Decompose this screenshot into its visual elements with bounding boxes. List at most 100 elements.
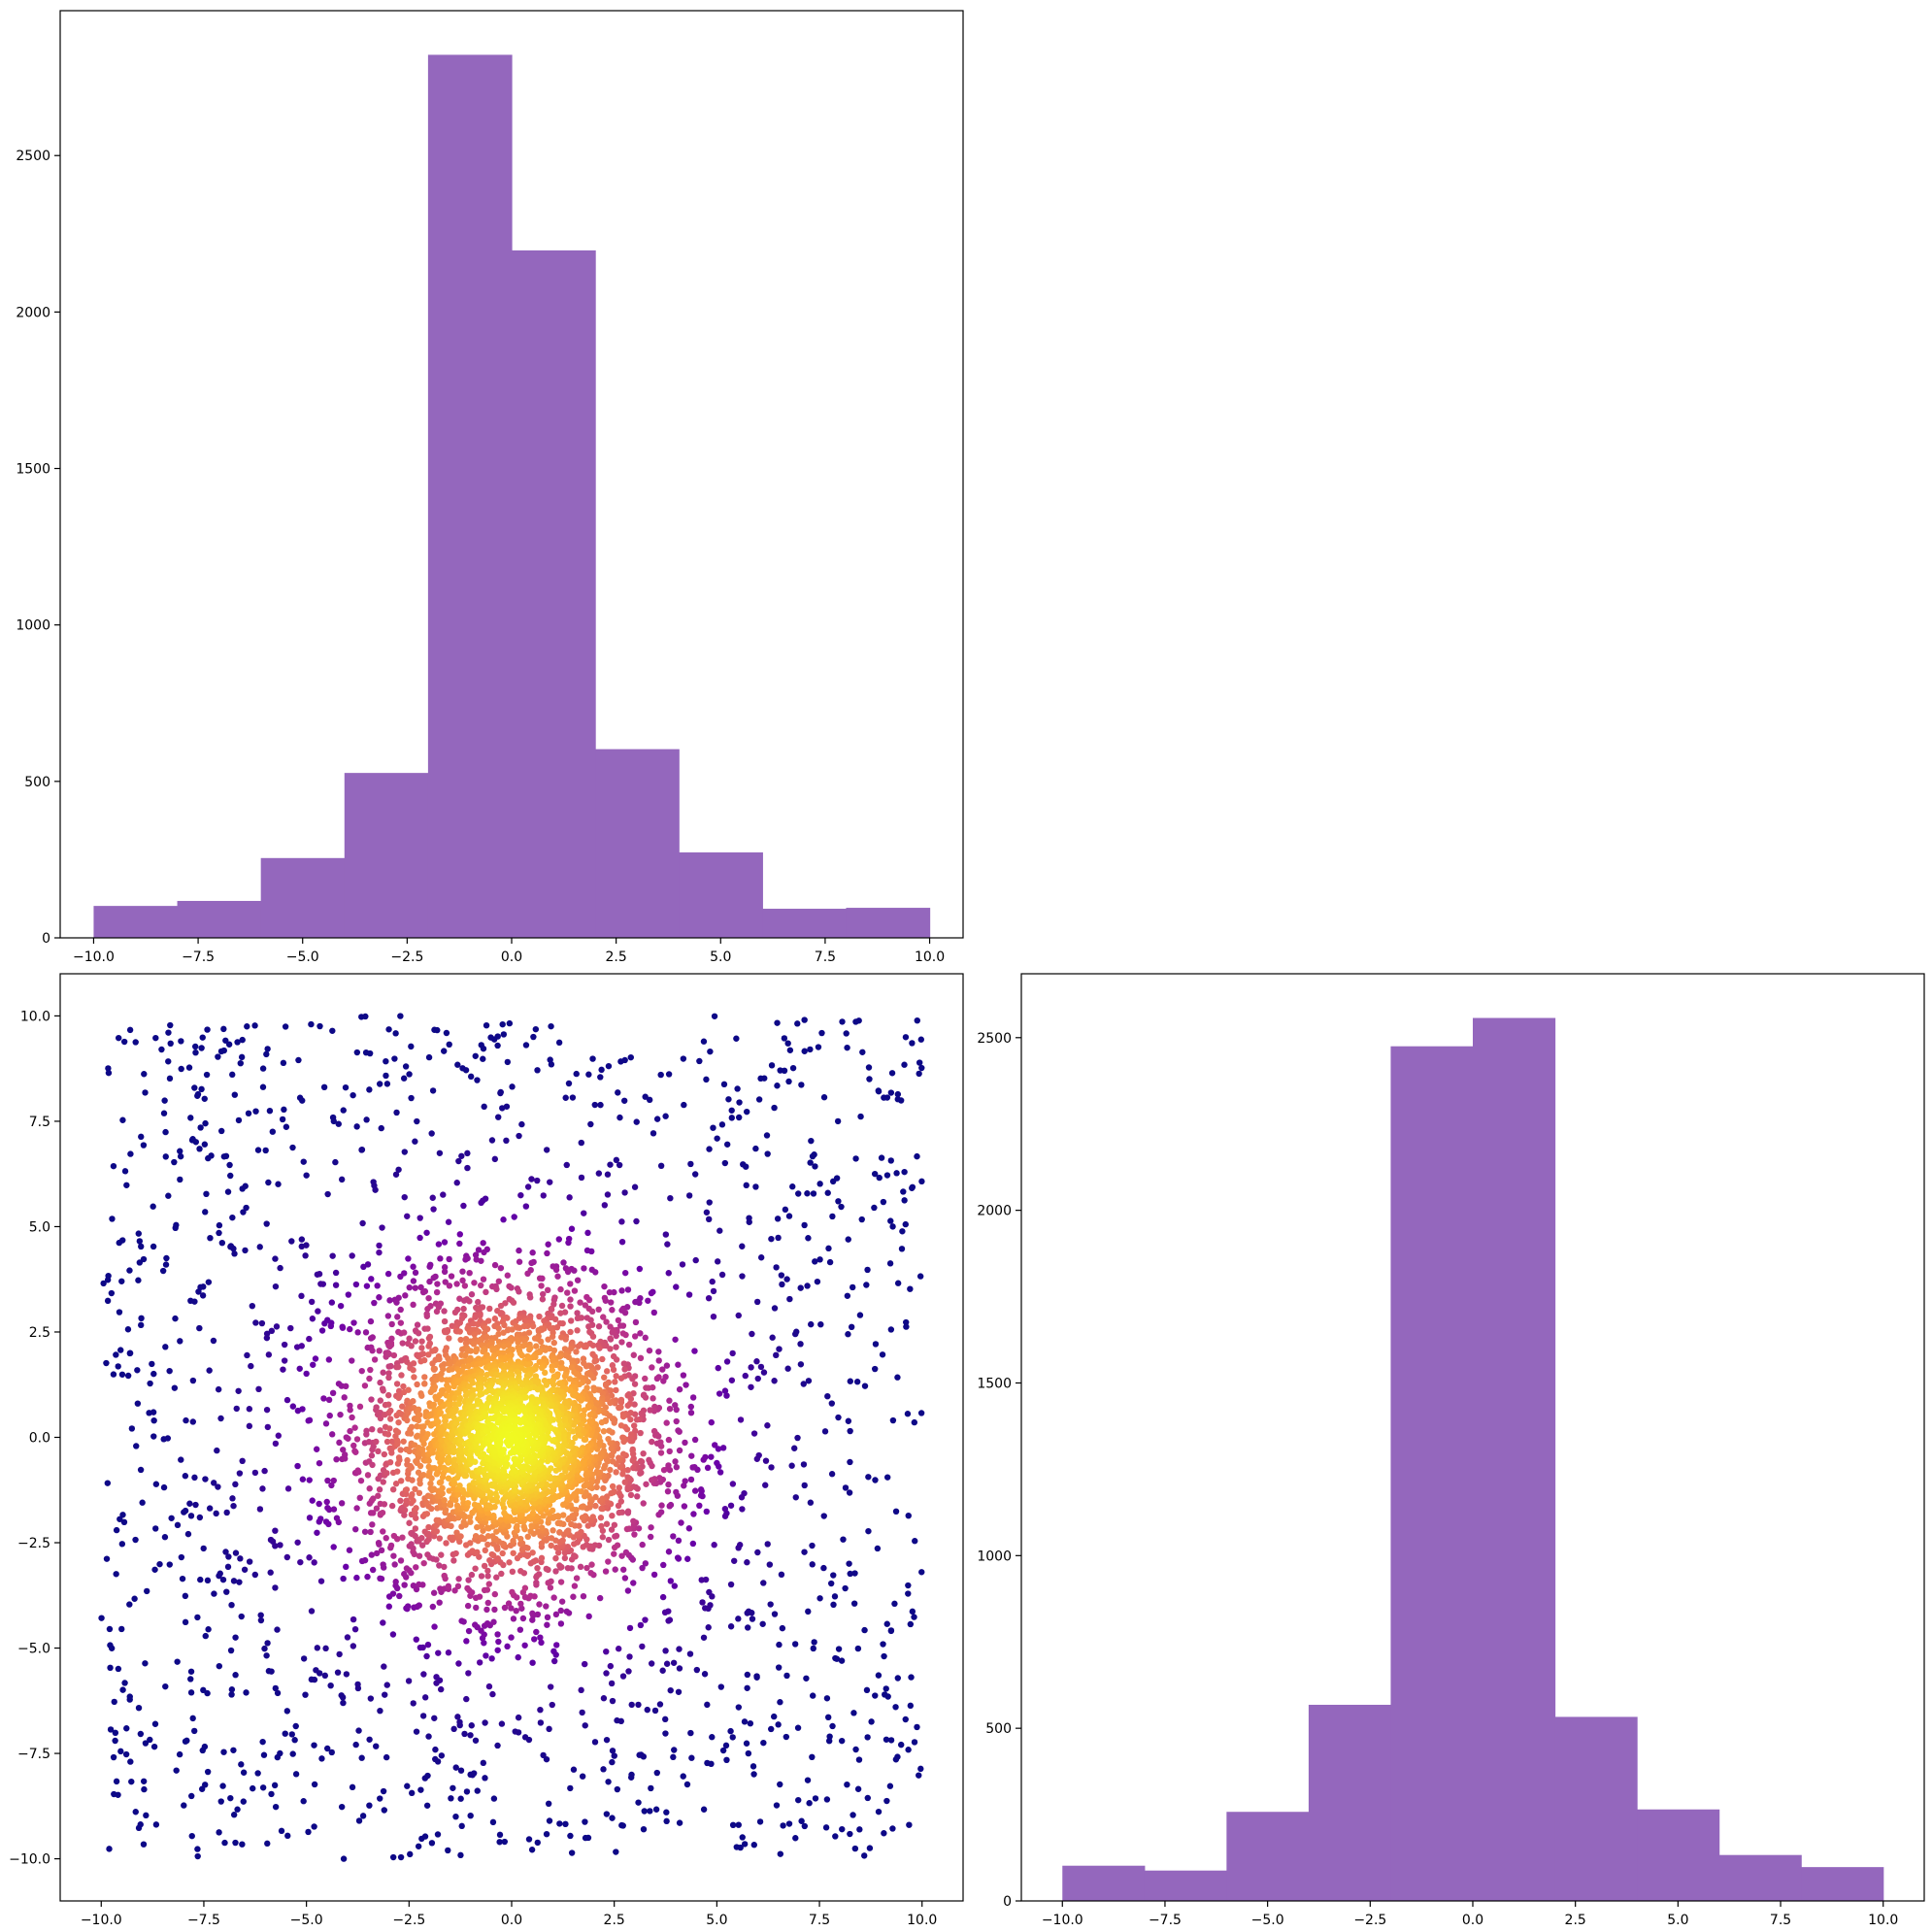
scatter-point (622, 1549, 630, 1556)
scatter-point (687, 1403, 695, 1411)
scatter-point (809, 1152, 816, 1160)
scatter-point (618, 1238, 626, 1246)
scatter-point (727, 1623, 735, 1630)
scatter-point (613, 1849, 619, 1855)
scatter-point (633, 1217, 640, 1225)
scatter-point (383, 1470, 390, 1477)
scatter-point (829, 1178, 837, 1185)
scatter-point (457, 1437, 465, 1445)
scatter-point (187, 1689, 195, 1696)
scatter-point (435, 1516, 443, 1524)
scatter-point (397, 1273, 404, 1281)
scatter-point (810, 1190, 817, 1197)
scatter-point (245, 1110, 252, 1117)
scatter-point (428, 1475, 435, 1482)
scatter-point (366, 1802, 373, 1809)
scatter-point (321, 1672, 329, 1680)
scatter-point (550, 1296, 558, 1304)
scatter-point (510, 1616, 517, 1622)
scatter-point (902, 1220, 909, 1228)
scatter-point (777, 1699, 783, 1706)
scatter-point (603, 1520, 611, 1527)
scatter-point (750, 1771, 757, 1778)
scatter-point (401, 1512, 408, 1518)
scatter-point (537, 1338, 545, 1346)
scatter-point (604, 1171, 612, 1178)
scatter-point (412, 1138, 418, 1145)
scatter-point (786, 1295, 793, 1303)
scatter-point (878, 1154, 885, 1161)
scatter-point (511, 1214, 517, 1220)
scatter-point (818, 1029, 825, 1037)
scatter-point (329, 1027, 336, 1034)
scatter-point (585, 1071, 592, 1078)
scatter-point (783, 1276, 790, 1282)
scatter-point (601, 1282, 608, 1290)
scatter-point (192, 1049, 199, 1056)
scatter-point (702, 1605, 709, 1612)
scatter-point (295, 1056, 302, 1064)
scatter-point (194, 1614, 201, 1621)
scatter-point (388, 1449, 395, 1456)
scatter-point (204, 1768, 212, 1776)
scatter-point (486, 1305, 493, 1313)
scatter-point (617, 1058, 624, 1065)
scatter-point (118, 1541, 126, 1548)
scatter-point (470, 1341, 478, 1348)
scatter-point (397, 1557, 405, 1564)
scatter-point (328, 1482, 335, 1489)
scatter-point (156, 1560, 163, 1568)
scatter-point (425, 1530, 432, 1538)
scatter-point (815, 1044, 822, 1050)
scatter-point (559, 1512, 567, 1518)
scatter-point (138, 1315, 145, 1322)
scatter-point (832, 1833, 839, 1840)
scatter-point (456, 1231, 464, 1238)
scatter-point (602, 1382, 610, 1389)
scatter-point (735, 1704, 743, 1711)
scatter-point (845, 1417, 852, 1424)
scatter-point (390, 1351, 398, 1359)
scatter-point (696, 1502, 703, 1510)
scatter-point (398, 1372, 405, 1379)
scatter-point (567, 1832, 574, 1840)
scatter-point (785, 1213, 793, 1219)
scatter-point (446, 1335, 452, 1342)
scatter-point (517, 1568, 524, 1575)
scatter-point (646, 1456, 652, 1464)
scatter-point (887, 1326, 895, 1333)
scatter-point (205, 1279, 213, 1285)
scatter-point (518, 1120, 525, 1128)
scatter-point (917, 1765, 924, 1773)
scatter-point (259, 1083, 267, 1090)
scatter-point (457, 1533, 464, 1540)
scatter-point (499, 1020, 506, 1028)
scatter-point (367, 1528, 374, 1536)
scatter-point (410, 1360, 417, 1367)
scatter-point (332, 1158, 339, 1166)
scatter-point (839, 1825, 846, 1833)
scatter-point (712, 1442, 718, 1449)
scatter-point (591, 1739, 599, 1746)
scatter-point (208, 1152, 215, 1159)
scatter-point (243, 1689, 250, 1696)
scatter-point (314, 1645, 321, 1651)
scatter-point (564, 1268, 572, 1276)
scatter-point (609, 1482, 616, 1490)
scatter-point (868, 1718, 875, 1725)
scatter-point (352, 1449, 359, 1455)
scatter-point (433, 1556, 440, 1563)
scatter-point (600, 1428, 608, 1435)
scatter-point (905, 1512, 912, 1519)
scatter-point (673, 1283, 680, 1290)
scatter-point (105, 1069, 113, 1077)
scatter-point (714, 1258, 721, 1265)
scatter-point (252, 1108, 259, 1115)
scatter-point (857, 1113, 864, 1120)
scatter-point (383, 1535, 389, 1542)
scatter-point (124, 1326, 132, 1333)
scatter-point (554, 1519, 561, 1527)
scatter-point (516, 1247, 522, 1254)
scatter-point (917, 1410, 925, 1416)
